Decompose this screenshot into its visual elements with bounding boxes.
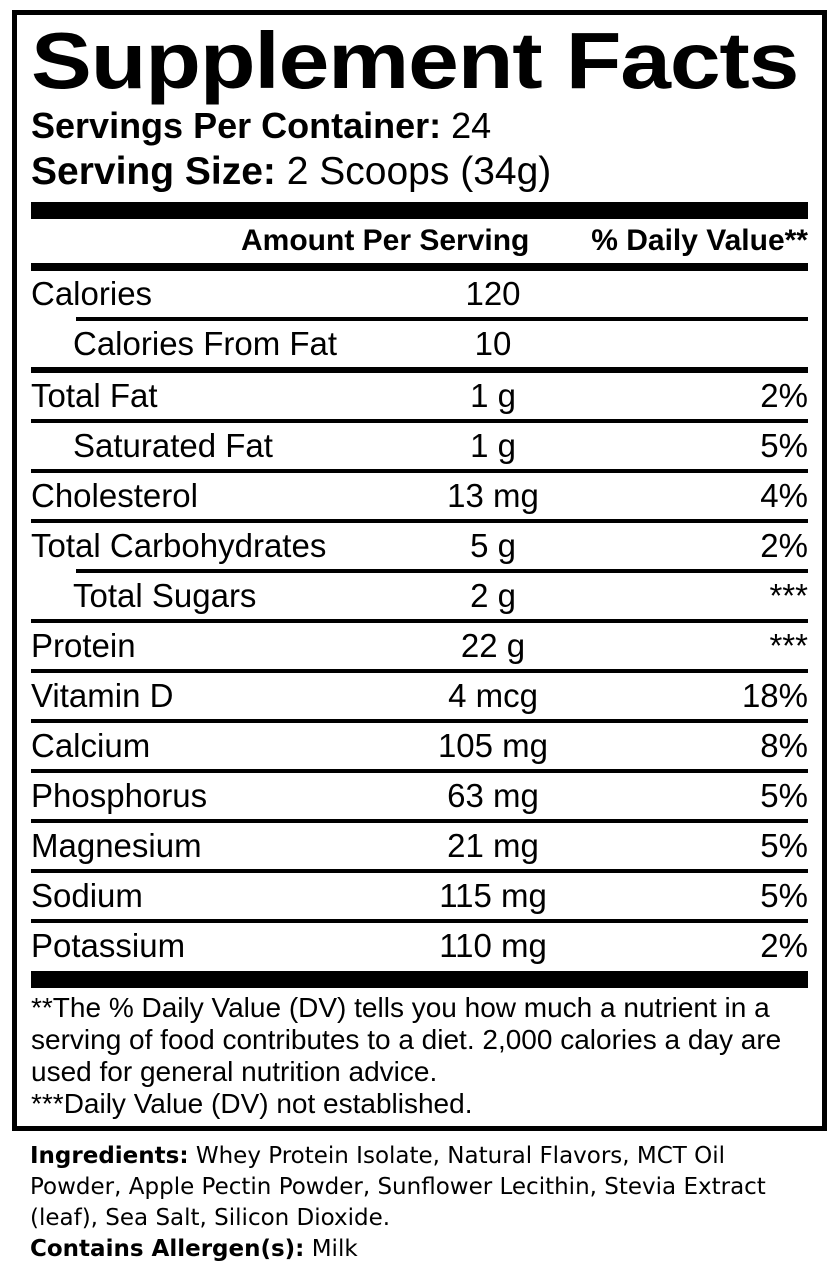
row-divider [76,569,808,573]
divider-bar-bottom [31,971,808,988]
row-divider [31,519,808,523]
panel-title: Supplement Facts [31,16,799,105]
row-divider [31,869,808,873]
nutrient-daily-value: 18% [741,677,808,714]
nutrient-daily-value: *** [769,627,808,664]
nutrient-name: Total Sugars [73,577,257,614]
nutrient-amount: 63 mg [447,777,539,814]
table-row-phosphorus: Phosphorus 63 mg 5% [31,773,808,819]
table-row-calories-from-fat: Calories From Fat 10 [31,321,808,367]
nutrient-name: Calories [31,275,153,312]
nutrient-daily-value: 5% [760,777,808,814]
header-divider [31,263,808,271]
nutrient-daily-value: 2% [760,377,808,414]
row-divider [31,919,808,923]
row-divider [31,769,808,773]
nutrient-name: Potassium [31,927,186,964]
table-row-magnesium: Magnesium 21 mg 5% [31,823,808,869]
allergens-line: Contains Allergen(s): Milk [30,1234,809,1265]
nutrient-name: Saturated Fat [73,427,273,464]
servings-per-container-label: Servings Per Container: [31,105,442,146]
allergens-value: Milk [311,1236,358,1262]
nutrient-amount: 22 g [460,627,526,664]
daily-value-footnote: **The % Daily Value (DV) tells you how m… [31,992,782,1087]
nutrient-daily-value: *** [769,577,808,614]
nutrient-name: Magnesium [31,827,202,864]
footnotes: **The % Daily Value (DV) tells you how m… [31,992,808,1120]
nutrient-amount: 115 mg [439,877,547,914]
nutrient-name: Sodium [31,877,143,914]
nutrient-daily-value: 5% [760,877,808,914]
row-divider [31,419,808,423]
table-row-sodium: Sodium 115 mg 5% [31,873,808,919]
allergens-label: Contains Allergen(s): [30,1236,305,1262]
row-divider [31,669,808,673]
table-row-vitamin-d: Vitamin D 4 mcg 18% [31,673,808,719]
table-row-calcium: Calcium 105 mg 8% [31,723,808,769]
servings-per-container: Servings Per Container: 24 [31,105,808,147]
nutrient-name: Calcium [31,727,151,764]
nutrient-daily-value: 2% [760,527,808,564]
nutrient-amount: 13 mg [447,477,539,514]
nutrient-amount: 1 g [470,427,516,464]
row-divider [31,719,808,723]
nutrient-name: Protein [31,627,136,664]
nutrient-name: Cholesterol [31,477,198,514]
nutrient-amount: 2 g [470,577,516,614]
nutrient-daily-value: 4% [760,477,808,514]
nutrient-amount: 120 [465,275,521,312]
row-divider [76,317,808,321]
nutrient-daily-value: 8% [760,727,808,764]
daily-value-header: % Daily Value** [591,224,808,257]
facts-panel: Supplement Facts Servings Per Container:… [12,10,827,1131]
supplement-facts-label: Supplement Facts Servings Per Container:… [0,10,839,1265]
row-divider [31,619,808,623]
divider-bar-top [31,202,808,219]
serving-size: Serving Size: 2 Scoops (34g) [31,149,808,195]
nutrient-daily-value: 5% [760,427,808,464]
nutrient-amount: 110 mg [439,927,547,964]
nutrient-name: Phosphorus [31,777,208,814]
table-row-calories: Calories 120 [31,271,808,317]
nutrient-daily-value: 5% [760,827,808,864]
ingredients-value: Whey Protein Isolate, Natural Flavors, M… [30,1143,766,1231]
ingredients-label: Ingredients: [30,1143,189,1169]
nutrient-name: Calories From Fat [73,325,338,362]
nutrient-amount: 1 g [470,377,516,414]
not-established-footnote: ***Daily Value (DV) not established. [31,1088,473,1119]
row-divider [31,819,808,823]
table-header-row: Amount Per Serving % Daily Value** [31,219,808,263]
table-row-total-sugars: Total Sugars 2 g *** [31,573,808,619]
serving-size-value: 2 Scoops (34g) [286,150,552,193]
row-divider [31,469,808,473]
ingredients-section: Ingredients: Whey Protein Isolate, Natur… [30,1141,809,1265]
nutrient-amount: 21 mg [447,827,539,864]
row-divider [31,367,808,373]
servings-per-container-value: 24 [451,105,492,146]
nutrient-name: Total Fat [31,377,158,414]
table-row-total-fat: Total Fat 1 g 2% [31,373,808,419]
nutrient-amount: 105 mg [437,727,549,764]
table-row-protein: Protein 22 g *** [31,623,808,669]
nutrient-daily-value: 2% [760,927,808,964]
amount-per-serving-header: Amount Per Serving [241,224,530,257]
nutrient-name: Total Carbohydrates [31,527,327,564]
table-row-saturated-fat: Saturated Fat 1 g 5% [31,423,808,469]
nutrient-amount: 10 [474,325,512,362]
serving-size-label: Serving Size: [31,150,276,193]
table-row-potassium: Potassium 110 mg 2% [31,923,808,969]
table-row-cholesterol: Cholesterol 13 mg 4% [31,473,808,519]
ingredients-line: Ingredients: Whey Protein Isolate, Natur… [30,1141,809,1234]
nutrient-amount: 5 g [470,527,516,564]
nutrient-name: Vitamin D [31,677,174,714]
table-row-total-carbohydrates: Total Carbohydrates 5 g 2% [31,523,808,569]
nutrient-amount: 4 mcg [448,677,538,714]
